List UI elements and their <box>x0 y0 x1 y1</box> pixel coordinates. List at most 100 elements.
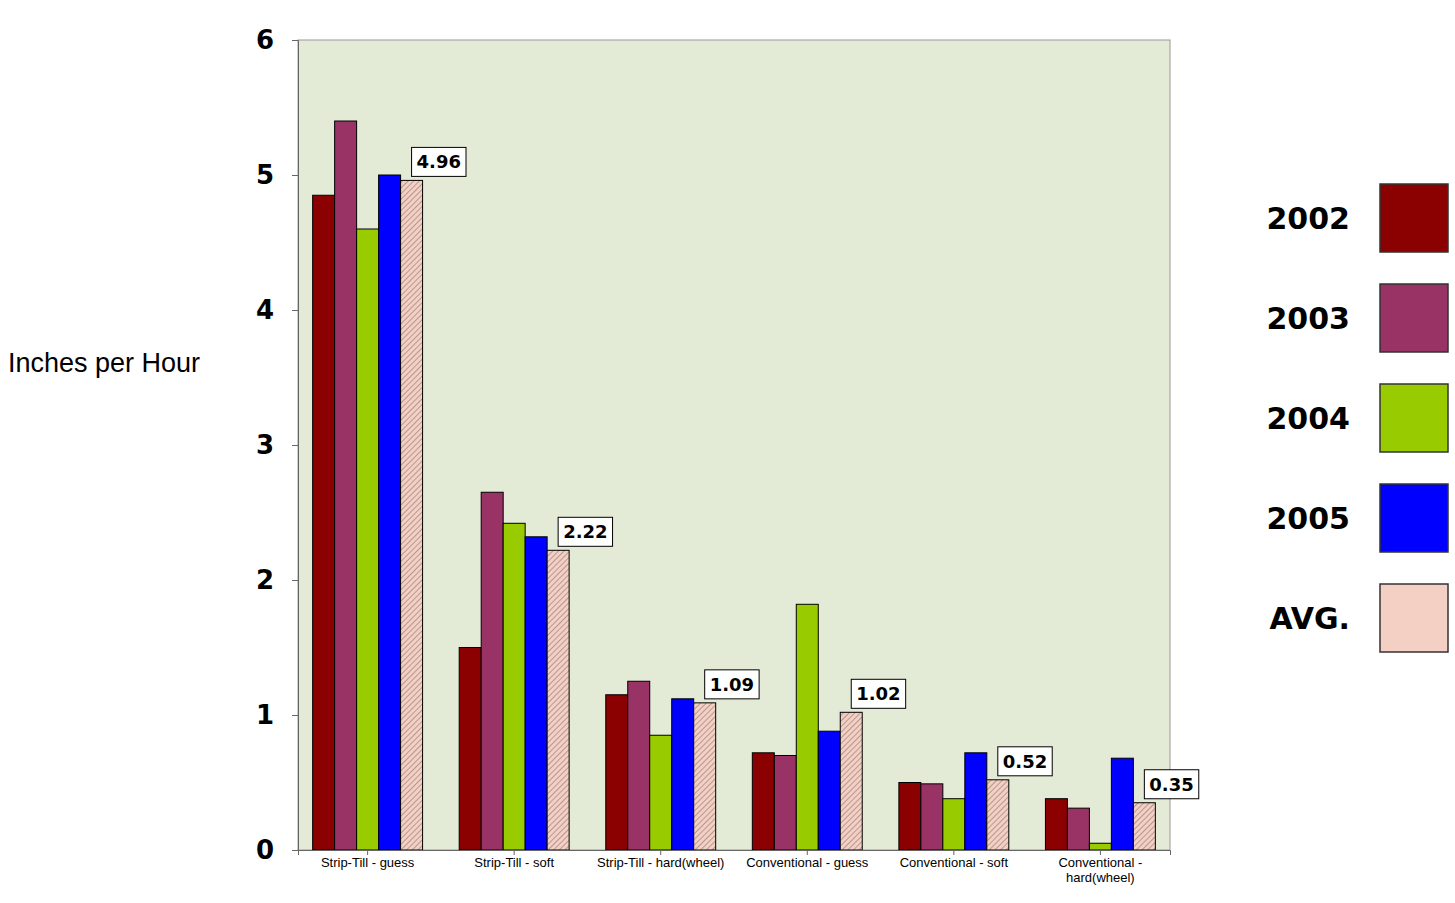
bar <box>628 681 650 850</box>
data-label-group: 4.96 <box>412 147 466 176</box>
bar <box>606 695 628 850</box>
y-tick-label: 2 <box>256 565 274 595</box>
x-tick: Conventional - guess <box>746 850 869 870</box>
bar <box>313 195 335 850</box>
y-axis-line <box>292 41 299 851</box>
bar <box>921 784 943 850</box>
plot-background <box>298 40 1170 850</box>
bar <box>987 780 1009 850</box>
data-label-box <box>705 670 759 699</box>
legend-label: 2004 <box>1267 401 1351 436</box>
chart: 4.96 2.22 1.09 1.02 0.52 0.35 0 1 2 3 4 5 6 Inches pe… <box>0 0 1455 903</box>
y-tick-mark <box>292 175 298 176</box>
x-tick: Strip-Till - soft <box>474 850 554 870</box>
bar <box>525 537 547 850</box>
y-tick-mark <box>292 310 298 311</box>
x-tick: Strip-Till - hard(wheel) <box>597 850 724 870</box>
bar <box>1089 843 1111 850</box>
y-tick-mark <box>292 445 298 446</box>
bar <box>379 175 401 850</box>
y-tick-mark <box>292 40 298 41</box>
bar <box>694 703 716 850</box>
legend-swatch <box>1380 384 1448 452</box>
legend-item: 2002 <box>1267 184 1449 252</box>
y-tick-mark <box>292 715 298 716</box>
data-label-group: 0.35 <box>1144 770 1198 799</box>
bar <box>481 492 503 850</box>
bar <box>357 229 379 850</box>
y-tick-label: 1 <box>256 700 274 730</box>
data-label: 2.22 <box>563 521 607 542</box>
bar <box>459 648 481 851</box>
x-tick-label: Strip-Till - soft <box>474 855 554 870</box>
bar <box>335 121 357 850</box>
data-label-group: 0.52 <box>998 747 1052 776</box>
data-label: 1.09 <box>710 674 754 695</box>
legend-item: 2005 <box>1267 484 1449 552</box>
bar <box>547 550 569 850</box>
data-label-box <box>1144 770 1198 799</box>
x-tick: Conventional -hard(wheel) <box>1058 850 1142 885</box>
y-tick: 0 <box>256 835 298 865</box>
legend-swatch <box>1380 184 1448 252</box>
bar <box>1067 808 1089 850</box>
bar <box>774 756 796 851</box>
bar <box>840 712 862 850</box>
legend-label: AVG. <box>1270 601 1350 636</box>
x-tick-label: Conventional - soft <box>900 855 1009 870</box>
y-tick: 2 <box>256 565 298 595</box>
bar <box>943 799 965 850</box>
y-tick: 3 <box>256 430 298 460</box>
legend: 2002 2003 2004 2005 AVG. <box>1267 184 1449 652</box>
legend-item: 2004 <box>1267 384 1449 452</box>
x-tick: Strip-Till - guess <box>321 850 415 870</box>
bar <box>650 735 672 850</box>
legend-swatch <box>1380 584 1448 652</box>
y-tick-label: 5 <box>256 160 274 190</box>
data-label: 0.52 <box>1003 751 1047 772</box>
y-axis: 0 1 2 3 4 5 6 <box>256 25 299 865</box>
legend-label: 2002 <box>1267 201 1351 236</box>
x-tick: Conventional - soft <box>900 850 1009 870</box>
data-label-box <box>558 517 612 546</box>
bar <box>401 180 423 850</box>
data-label-box <box>412 147 466 176</box>
x-tick-label: Conventional - guess <box>746 855 869 870</box>
x-axis: Strip-Till - guess Strip-Till - soft Strip… <box>299 850 1171 885</box>
data-label-group: 2.22 <box>558 517 612 546</box>
y-tick: 1 <box>256 700 298 730</box>
bar <box>1045 799 1067 850</box>
bar <box>752 753 774 850</box>
legend-swatch <box>1380 284 1448 352</box>
x-tick-label: Strip-Till - hard(wheel) <box>597 855 724 870</box>
bar <box>899 783 921 851</box>
y-tick-mark <box>292 850 298 851</box>
bar <box>1111 758 1133 850</box>
bar <box>796 604 818 850</box>
y-tick-mark <box>292 580 298 581</box>
y-tick: 5 <box>256 160 298 190</box>
y-tick-label: 0 <box>256 835 274 865</box>
data-label: 1.02 <box>856 683 900 704</box>
y-axis-title: Inches per Hour <box>8 348 200 378</box>
legend-item: AVG. <box>1270 584 1448 652</box>
bar <box>1133 803 1155 850</box>
data-label-box <box>851 679 905 708</box>
x-axis-line <box>299 851 1171 856</box>
bars <box>313 121 1156 850</box>
y-tick: 6 <box>256 25 298 55</box>
data-labels: 4.96 2.22 1.09 1.02 0.52 0.35 <box>412 147 1199 798</box>
bar <box>672 699 694 850</box>
legend-label: 2003 <box>1267 301 1351 336</box>
data-label: 0.35 <box>1149 774 1193 795</box>
y-tick: 4 <box>256 295 298 325</box>
legend-swatch <box>1380 484 1448 552</box>
y-tick-label: 4 <box>256 295 274 325</box>
bar <box>818 731 840 850</box>
x-tick-label: Strip-Till - guess <box>321 855 415 870</box>
legend-item: 2003 <box>1267 284 1449 352</box>
data-label: 4.96 <box>417 151 461 172</box>
data-label-group: 1.09 <box>705 670 759 699</box>
y-tick-label: 6 <box>256 25 274 55</box>
bar <box>965 753 987 850</box>
